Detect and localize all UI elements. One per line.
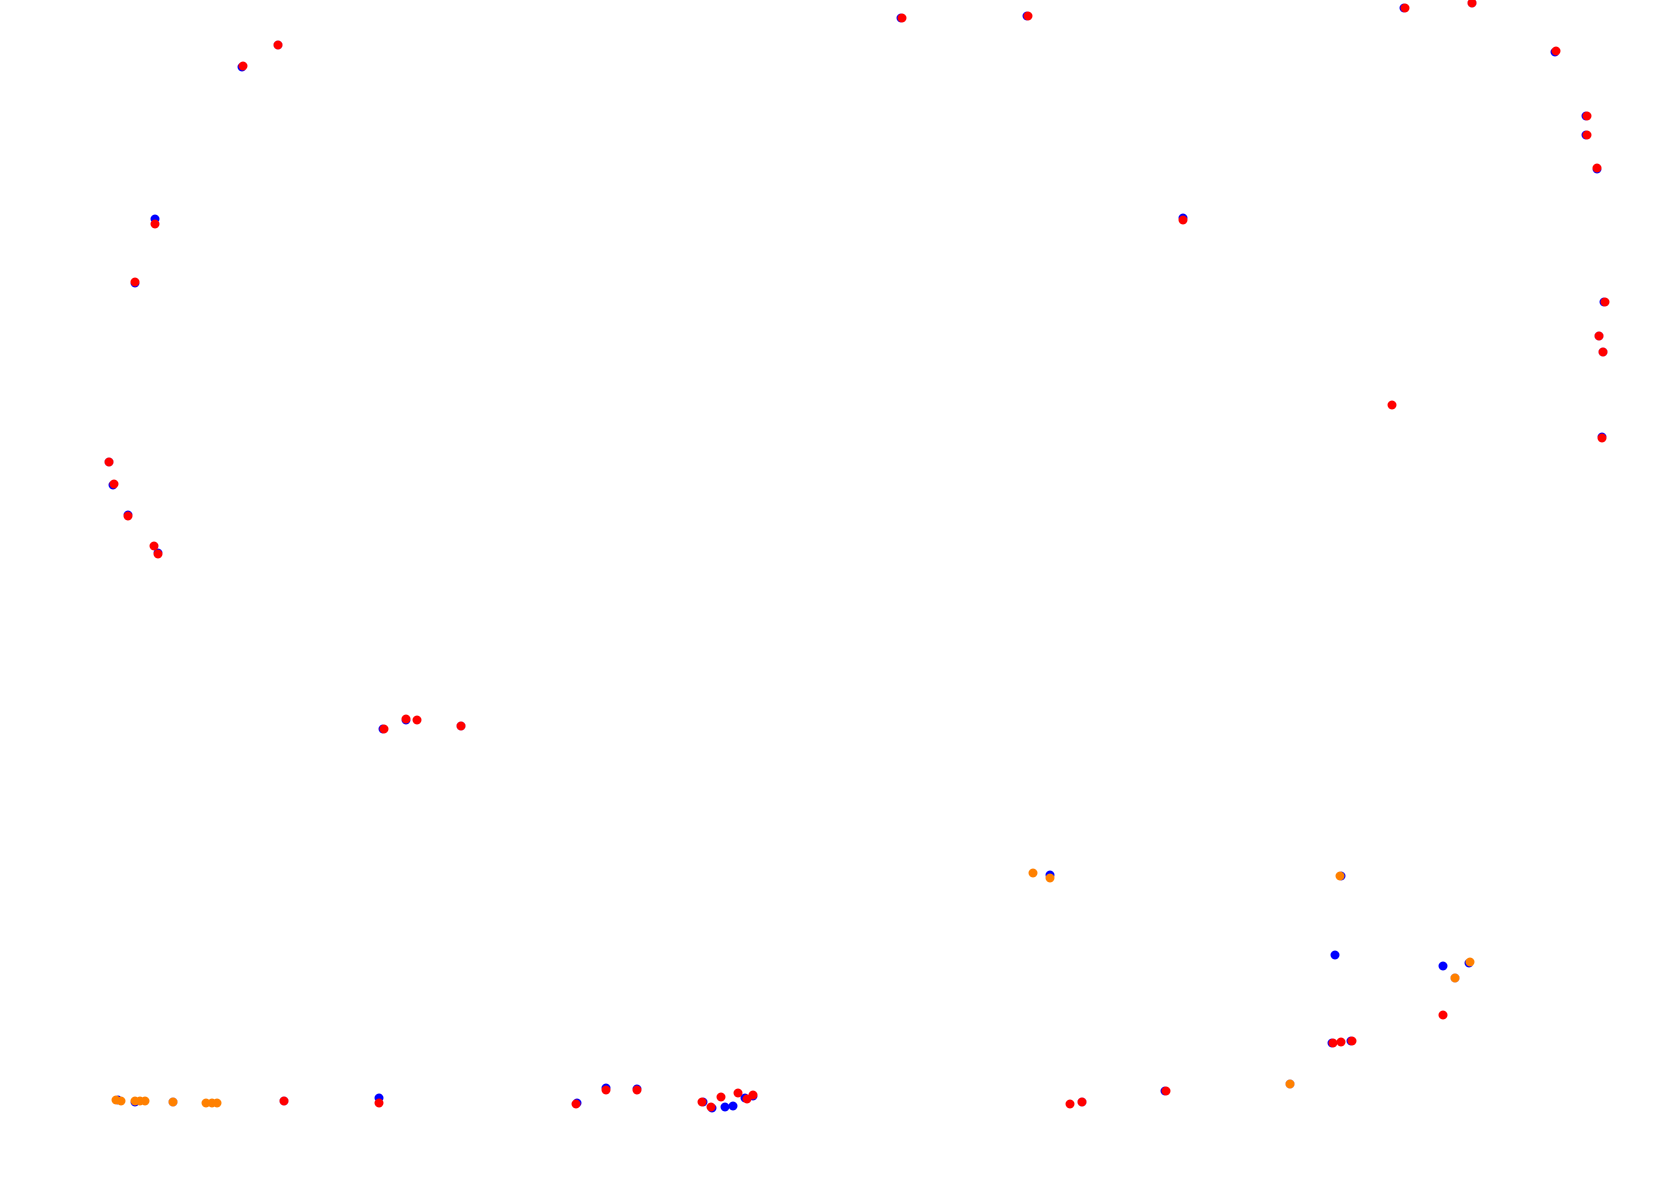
data-point-s2-11 [168, 1097, 178, 1107]
data-point-s1-44 [748, 1090, 758, 1100]
data-point-s1-4 [1400, 3, 1410, 13]
data-point-s1-35 [374, 1098, 384, 1108]
data-point-s1-9 [1592, 163, 1602, 173]
data-point-s1-2 [897, 13, 907, 23]
data-point-s0-28 [1438, 961, 1448, 971]
data-point-s1-22 [153, 549, 163, 559]
data-point-s1-7 [1582, 111, 1592, 121]
data-point-s1-0 [238, 61, 248, 71]
data-point-s0-29 [1330, 950, 1340, 960]
data-point-s0-45 [720, 1102, 730, 1112]
data-points [104, 0, 1610, 1113]
data-point-s1-12 [130, 277, 140, 287]
data-point-s1-37 [601, 1085, 611, 1095]
data-point-s1-27 [1438, 1010, 1448, 1020]
data-point-s1-29 [1328, 1038, 1338, 1048]
data-point-s1-17 [1597, 433, 1607, 443]
data-point-s1-38 [632, 1085, 642, 1095]
data-point-s1-16 [1387, 400, 1397, 410]
data-point-s1-20 [123, 511, 133, 521]
data-point-s1-6 [1551, 46, 1561, 56]
data-point-s1-42 [733, 1088, 743, 1098]
data-point-s1-19 [109, 479, 119, 489]
data-point-s1-11 [150, 219, 160, 229]
data-point-s2-7 [116, 1096, 126, 1106]
data-point-s1-28 [1336, 1037, 1346, 1047]
data-point-s1-18 [104, 457, 114, 467]
data-point-s1-41 [716, 1092, 726, 1102]
data-point-s2-2 [1335, 871, 1345, 881]
data-point-s1-10 [1178, 215, 1188, 225]
data-point-s1-31 [1161, 1086, 1171, 1096]
data-point-s0-46 [728, 1101, 738, 1111]
data-point-s1-26 [456, 721, 466, 731]
data-point-s1-3 [1023, 11, 1033, 21]
data-point-s2-4 [1465, 957, 1475, 967]
data-point-s1-40 [706, 1102, 716, 1112]
data-point-s1-8 [1582, 130, 1592, 140]
data-point-s1-24 [401, 714, 411, 724]
data-point-s1-39 [697, 1097, 707, 1107]
data-point-s2-3 [1450, 973, 1460, 983]
data-point-s2-1 [1045, 873, 1055, 883]
data-point-s1-1 [273, 40, 283, 50]
data-point-s2-5 [1285, 1079, 1295, 1089]
data-point-s1-13 [1600, 297, 1610, 307]
data-point-s1-30 [1347, 1036, 1357, 1046]
data-point-s1-21 [149, 541, 159, 551]
data-point-s2-14 [212, 1098, 222, 1108]
data-point-s1-34 [279, 1096, 289, 1106]
data-point-s1-5 [1467, 0, 1477, 8]
data-point-s1-32 [1065, 1099, 1075, 1109]
data-point-s2-0 [1028, 868, 1038, 878]
data-point-s1-15 [1598, 347, 1608, 357]
data-point-s1-14 [1594, 331, 1604, 341]
data-point-s1-36 [571, 1099, 581, 1109]
data-point-s1-33 [1077, 1097, 1087, 1107]
data-point-s1-25 [412, 715, 422, 725]
data-point-s2-10 [140, 1096, 150, 1106]
data-point-s1-23 [379, 724, 389, 734]
